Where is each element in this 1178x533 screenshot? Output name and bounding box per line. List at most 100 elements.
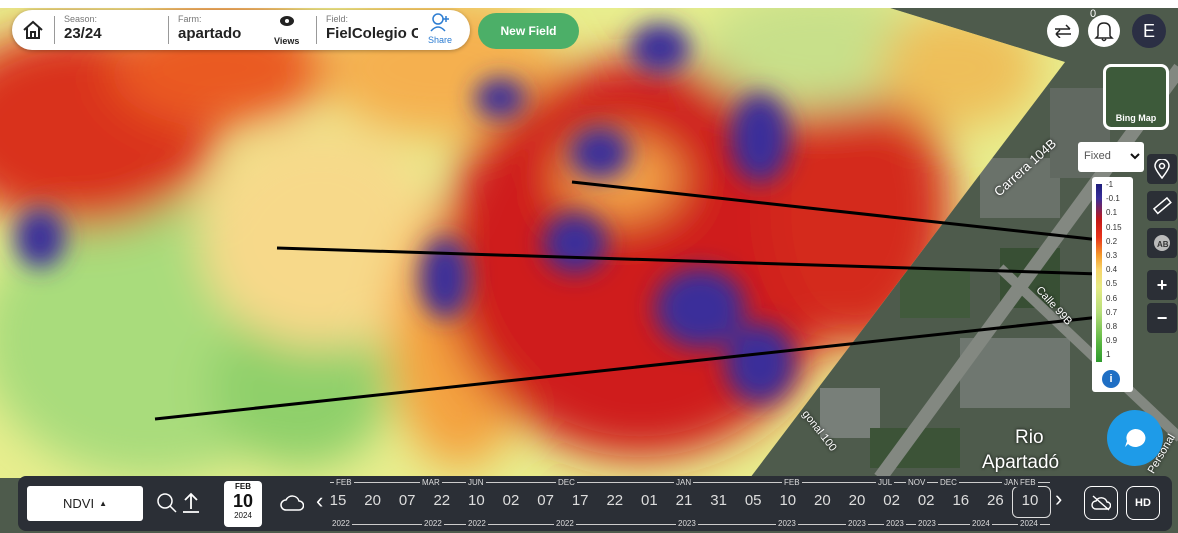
timeline-day[interactable]: 07 <box>537 492 554 509</box>
season-value: 23/24 <box>64 25 102 42</box>
zoom-out[interactable]: − <box>1147 303 1177 333</box>
map[interactable] <box>0 8 1178 533</box>
legend-label: 0.8 <box>1106 322 1118 331</box>
avatar[interactable]: E <box>1132 14 1166 48</box>
timeline-month: DEC <box>938 478 959 487</box>
legend-mode-select[interactable]: Fixed <box>1078 142 1144 172</box>
measure-button[interactable] <box>1147 191 1177 221</box>
timeline-month: NOV <box>906 478 928 487</box>
legend-pointer-lines <box>154 180 1101 421</box>
timeline-year: 2023 <box>884 519 906 528</box>
timeline-day[interactable]: 02 <box>917 492 935 509</box>
timeline-day[interactable]: 01 <box>641 492 658 509</box>
timeline-day[interactable]: 21 <box>675 492 693 509</box>
cloud-icon[interactable] <box>280 492 304 514</box>
timeline-day[interactable]: 16 <box>952 492 970 509</box>
cloud-filter-button[interactable] <box>1084 486 1118 520</box>
zoom-in[interactable]: + <box>1147 270 1177 300</box>
home-icon[interactable] <box>22 20 44 40</box>
chat-button[interactable] <box>1107 410 1163 466</box>
timeline-month: JUL <box>876 478 895 487</box>
farm-label: Farm: <box>178 14 202 24</box>
notification-count: 0 <box>1090 8 1097 20</box>
river-label: Apartadó <box>982 452 1060 473</box>
views-label: Views <box>274 36 300 46</box>
timeline-bar: NDVI ▲ FEB 10 2024 ‹ › HD 15 20 07 22 10 02 07 1… <box>18 476 1172 531</box>
timeline-month: MAR <box>420 478 442 487</box>
timeline-day[interactable]: 31 <box>710 492 727 509</box>
legend-label: -0.1 <box>1106 194 1120 204</box>
selected-day: 10 <box>232 491 254 511</box>
legend-label: 0.6 <box>1106 293 1118 303</box>
field[interactable]: Field: FielColegio C <box>326 14 418 42</box>
legend-label: 0.1 <box>1106 208 1118 218</box>
share[interactable]: Share <box>428 12 452 45</box>
timeline-prev[interactable]: ‹ <box>316 488 324 513</box>
season[interactable]: Season: 23/24 <box>64 14 102 42</box>
legend-label: 0.7 <box>1106 307 1118 317</box>
field-value: FielColegio C <box>326 25 418 42</box>
river-label: Rio <box>1015 427 1044 448</box>
legend-label: 0.15 <box>1106 222 1122 232</box>
new-field-button[interactable]: New Field <box>478 13 579 49</box>
compare-button[interactable]: AB <box>1147 228 1177 258</box>
separator <box>54 16 55 44</box>
timeline-year: 2022 <box>466 519 488 528</box>
legend-mode-value: Fixed <box>1084 150 1111 162</box>
timeline-day[interactable]: 17 <box>571 492 589 509</box>
timeline-month: JAN <box>674 478 694 487</box>
timeline-day[interactable]: 20 <box>364 492 381 509</box>
share-icon <box>430 13 450 32</box>
upload-icon[interactable] <box>181 491 201 513</box>
timeline-day[interactable]: 07 <box>398 492 416 509</box>
basemap-label: Bing Map <box>1115 113 1157 123</box>
basemap-switch[interactable]: Bing Map <box>1103 64 1169 130</box>
timeline-month: JAN <box>1002 478 1022 487</box>
timeline-year: 2022 <box>422 519 444 528</box>
timeline-day[interactable]: 22 <box>606 492 624 509</box>
timeline-year: 2022 <box>554 519 576 528</box>
farm-value: apartado <box>178 25 242 42</box>
timeline-next[interactable]: › <box>1055 486 1063 511</box>
notifications-button[interactable] <box>1088 15 1120 47</box>
timeline-day[interactable]: 02 <box>502 492 520 509</box>
timeline-day[interactable]: 22 <box>433 492 451 509</box>
legend-info[interactable]: i <box>1102 370 1120 388</box>
timeline-day[interactable]: 20 <box>848 492 866 509</box>
field-label: Field: <box>326 14 349 24</box>
timeline-month: FEB <box>334 478 354 487</box>
timeline-year: 2023 <box>916 519 938 528</box>
timeline-day[interactable]: 05 <box>744 492 762 509</box>
season-label: Season: <box>64 14 98 24</box>
separator <box>316 16 317 44</box>
share-label: Share <box>428 35 453 45</box>
index-select[interactable]: NDVI ▲ <box>27 486 143 521</box>
hd-button[interactable]: HD <box>1126 486 1160 520</box>
selected-month: FEB <box>235 482 251 491</box>
timeline-month: FEB <box>782 478 802 487</box>
timeline-day[interactable]: 20 <box>814 492 831 509</box>
timeline-day[interactable]: 10 <box>779 492 797 509</box>
legend-label: -1 <box>1106 180 1114 189</box>
timeline-year: 2024 <box>1018 519 1040 528</box>
timeline-day[interactable]: 10 <box>1021 492 1039 509</box>
location-button[interactable] <box>1147 154 1177 184</box>
timeline-year: 2023 <box>776 519 798 528</box>
header-bar: Season: 23/24 Farm: apartado Views Field: F… <box>12 10 470 50</box>
timeline-day[interactable]: 02 <box>883 492 900 509</box>
timeline-day[interactable]: 15 <box>329 492 347 509</box>
swap-button[interactable] <box>1047 15 1079 47</box>
farm[interactable]: Farm: apartado <box>178 14 241 42</box>
timeline-day[interactable]: 10 <box>468 492 485 509</box>
index-value: NDVI <box>63 496 95 511</box>
legend-label: 1 <box>1106 350 1111 360</box>
views[interactable]: Views <box>274 14 299 46</box>
timeline-day[interactable]: 26 <box>987 492 1004 509</box>
timeline-year: 2023 <box>846 519 868 528</box>
timeline-year: 2024 <box>970 519 992 528</box>
search-icon[interactable] <box>156 492 178 514</box>
selected-date[interactable]: FEB 10 2024 <box>224 481 262 527</box>
legend-label: 0.2 <box>1106 236 1118 246</box>
ndvi-legend: i -1 -0.1 0.1 0.15 0.2 0.3 0.4 0.5 0.6 0.7 0.8 0.9 1 <box>1092 177 1133 392</box>
